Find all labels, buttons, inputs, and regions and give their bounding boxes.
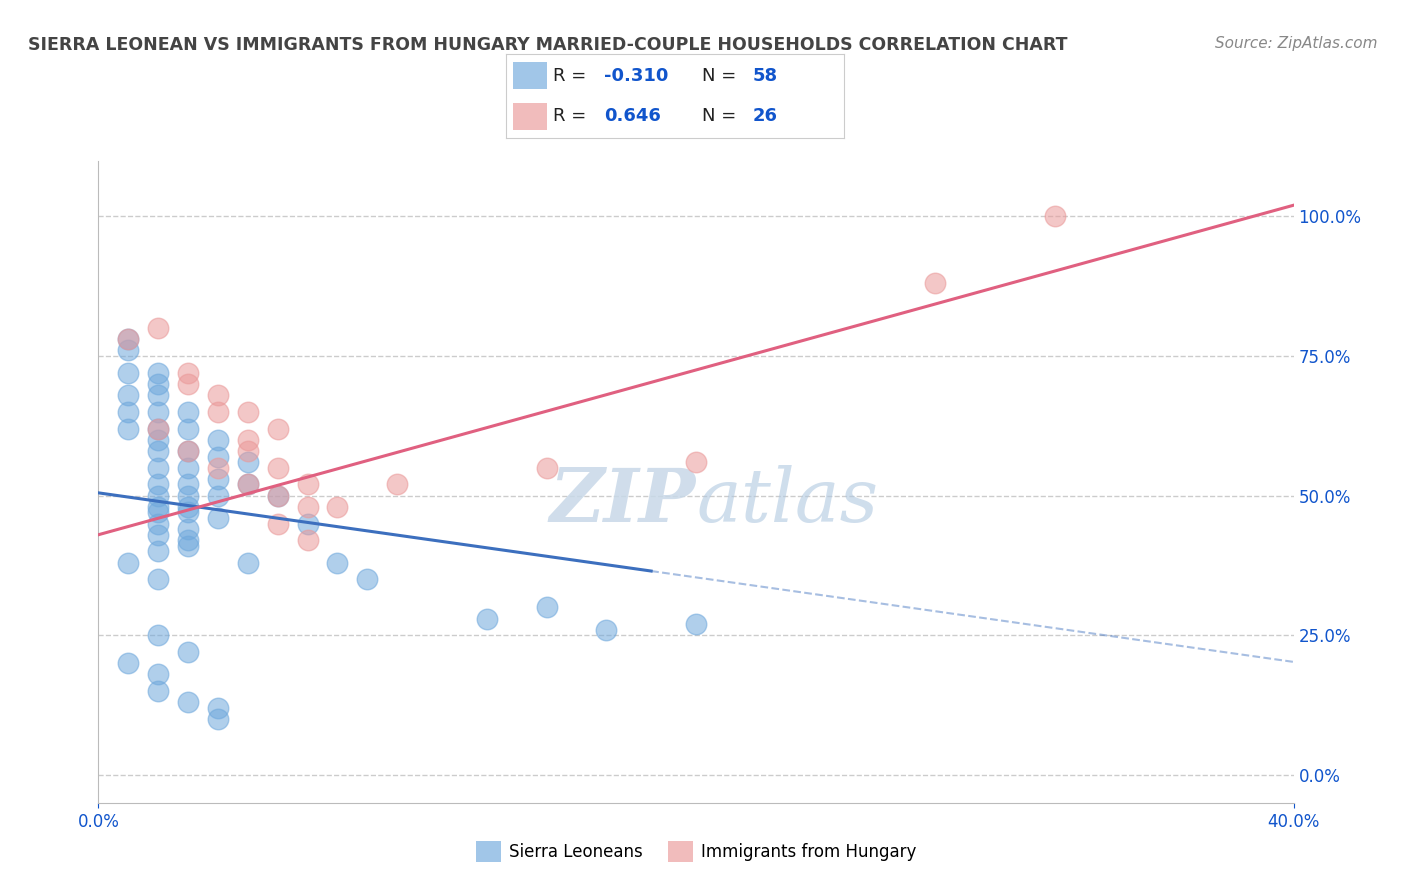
Point — [148, 422, 170, 436]
Point — [177, 366, 200, 380]
Text: N =: N = — [702, 107, 742, 125]
Point — [326, 500, 349, 514]
Point — [117, 388, 139, 402]
Point — [117, 343, 139, 358]
Point — [148, 573, 170, 587]
Point — [148, 376, 170, 391]
Point — [117, 332, 139, 346]
Text: 58: 58 — [752, 67, 778, 85]
Point — [207, 712, 229, 726]
Point — [1043, 210, 1066, 224]
Point — [297, 516, 319, 531]
Point — [236, 444, 259, 458]
Point — [177, 444, 200, 458]
Point — [148, 422, 170, 436]
Point — [297, 477, 319, 491]
Legend: Sierra Leoneans, Immigrants from Hungary: Sierra Leoneans, Immigrants from Hungary — [470, 835, 922, 868]
Text: SIERRA LEONEAN VS IMMIGRANTS FROM HUNGARY MARRIED-COUPLE HOUSEHOLDS CORRELATION : SIERRA LEONEAN VS IMMIGRANTS FROM HUNGAR… — [28, 36, 1067, 54]
Point — [685, 617, 707, 632]
Text: 0.646: 0.646 — [605, 107, 661, 125]
Point — [117, 556, 139, 570]
Point — [148, 366, 170, 380]
Point — [148, 684, 170, 698]
Point — [148, 460, 170, 475]
Point — [236, 556, 259, 570]
Point — [236, 477, 259, 491]
Point — [148, 489, 170, 503]
Point — [326, 556, 349, 570]
Point — [685, 455, 707, 469]
Point — [148, 405, 170, 419]
Point — [267, 516, 290, 531]
Point — [177, 645, 200, 659]
Point — [177, 444, 200, 458]
Point — [385, 477, 409, 491]
Point — [117, 332, 139, 346]
Point — [536, 600, 558, 615]
Text: 26: 26 — [752, 107, 778, 125]
Point — [207, 450, 229, 464]
Point — [267, 489, 290, 503]
Bar — [513, 62, 547, 89]
Point — [595, 623, 617, 637]
Point — [177, 477, 200, 491]
Text: R =: R = — [554, 67, 592, 85]
Point — [148, 444, 170, 458]
Text: Source: ZipAtlas.com: Source: ZipAtlas.com — [1215, 36, 1378, 51]
Point — [267, 460, 290, 475]
Point — [356, 573, 378, 587]
Point — [177, 533, 200, 548]
Point — [297, 533, 319, 548]
Bar — [513, 103, 547, 130]
Point — [267, 489, 290, 503]
Point — [236, 405, 259, 419]
Point — [148, 544, 170, 558]
Point — [117, 366, 139, 380]
Point — [236, 455, 259, 469]
Point — [177, 522, 200, 536]
Point — [267, 422, 290, 436]
Point — [207, 472, 229, 486]
Point — [177, 489, 200, 503]
Text: ZIP: ZIP — [550, 465, 696, 537]
Point — [207, 489, 229, 503]
Point — [207, 388, 229, 402]
Point — [207, 701, 229, 715]
Point — [475, 611, 498, 625]
Text: N =: N = — [702, 67, 742, 85]
Point — [148, 500, 170, 514]
Point — [177, 539, 200, 553]
Point — [148, 388, 170, 402]
Point — [177, 460, 200, 475]
Point — [924, 277, 946, 291]
Point — [536, 460, 558, 475]
Point — [148, 667, 170, 681]
Point — [177, 405, 200, 419]
Point — [117, 422, 139, 436]
Point — [177, 695, 200, 709]
Point — [148, 433, 170, 447]
Point — [148, 505, 170, 519]
Point — [148, 628, 170, 642]
Point — [236, 477, 259, 491]
Point — [236, 433, 259, 447]
Point — [148, 516, 170, 531]
Point — [177, 500, 200, 514]
Point — [207, 433, 229, 447]
Point — [177, 376, 200, 391]
Point — [297, 500, 319, 514]
Point — [207, 511, 229, 525]
Text: atlas: atlas — [696, 465, 879, 537]
Point — [207, 460, 229, 475]
Point — [177, 505, 200, 519]
Point — [148, 527, 170, 541]
Text: R =: R = — [554, 107, 592, 125]
Point — [117, 405, 139, 419]
Point — [148, 321, 170, 335]
Point — [148, 477, 170, 491]
Point — [177, 422, 200, 436]
Point — [117, 656, 139, 670]
Point — [207, 405, 229, 419]
Text: -0.310: -0.310 — [605, 67, 668, 85]
